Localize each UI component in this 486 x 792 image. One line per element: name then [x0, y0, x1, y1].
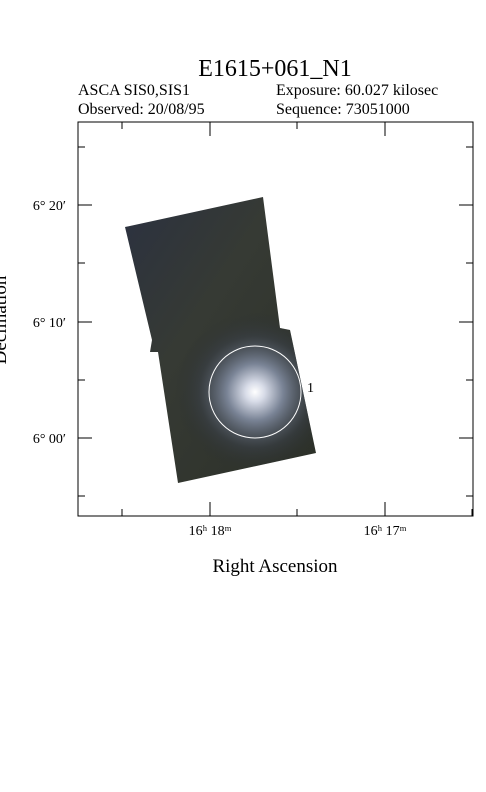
y-tick-label: 6° 20′ [33, 199, 66, 214]
exposure: Exposure: 60.027 kilosec [276, 82, 438, 99]
title: E1615+061_N1 [198, 56, 352, 82]
observed: Observed: 20/08/95 [78, 101, 205, 118]
y-tick-label: 6° 10′ [33, 316, 66, 331]
x-tick-label: 16ʰ 17ᵐ [364, 524, 407, 539]
instrument: ASCA SIS0,SIS1 [78, 82, 190, 99]
plot-frame [77, 121, 474, 517]
source-label: 1 [307, 381, 314, 396]
image [125, 197, 316, 483]
sequence: Sequence: 73051000 [276, 101, 410, 118]
x-axis-label: Right Ascension [212, 556, 338, 577]
ticks [78, 122, 473, 516]
y-axis-label: Declination [0, 275, 11, 364]
x-tick-label: 16ʰ 18ᵐ [189, 524, 232, 539]
y-tick-label: 6° 00′ [33, 432, 66, 447]
